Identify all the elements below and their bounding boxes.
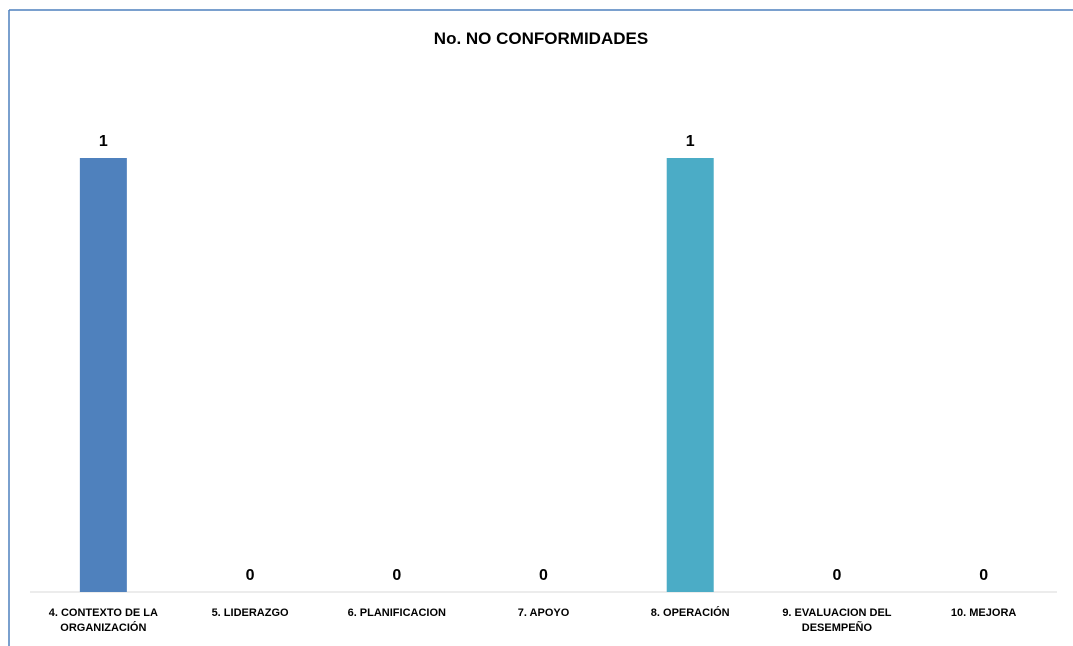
category-label: 6. PLANIFICACION xyxy=(348,607,446,619)
category-label: 4. CONTEXTO DE LA xyxy=(49,607,158,619)
category-labels-layer: 4. CONTEXTO DE LA ORGANIZACIÓN 5. LIDERAZG… xyxy=(49,606,1017,634)
bars-layer xyxy=(79,158,714,592)
bar-value-label: 0 xyxy=(539,567,548,584)
bar-value-label: 0 xyxy=(832,567,841,584)
value-labels-layer: 1 0 0 0 1 0 0 xyxy=(99,133,988,584)
category-label: 5. LIDERAZGO xyxy=(212,607,289,619)
bar-value-label: 1 xyxy=(99,133,108,150)
bar-value-label: 0 xyxy=(246,567,255,584)
category-label: 8. OPERACIÓN xyxy=(651,606,730,619)
category-label: 10. MEJORA xyxy=(951,607,1016,619)
bar-value-label: 0 xyxy=(392,567,401,584)
category-label: ORGANIZACIÓN xyxy=(60,621,146,634)
bar-value-label: 1 xyxy=(686,133,695,150)
category-label: 7. APOYO xyxy=(518,607,570,619)
category-label: DESEMPEÑO xyxy=(802,621,873,634)
bar-value-label: 0 xyxy=(979,567,988,584)
category-label: 9. EVALUACION DEL xyxy=(782,607,891,619)
bar xyxy=(666,158,714,592)
chart-title: No. NO CONFORMIDADES xyxy=(434,29,648,48)
bar xyxy=(79,158,127,592)
